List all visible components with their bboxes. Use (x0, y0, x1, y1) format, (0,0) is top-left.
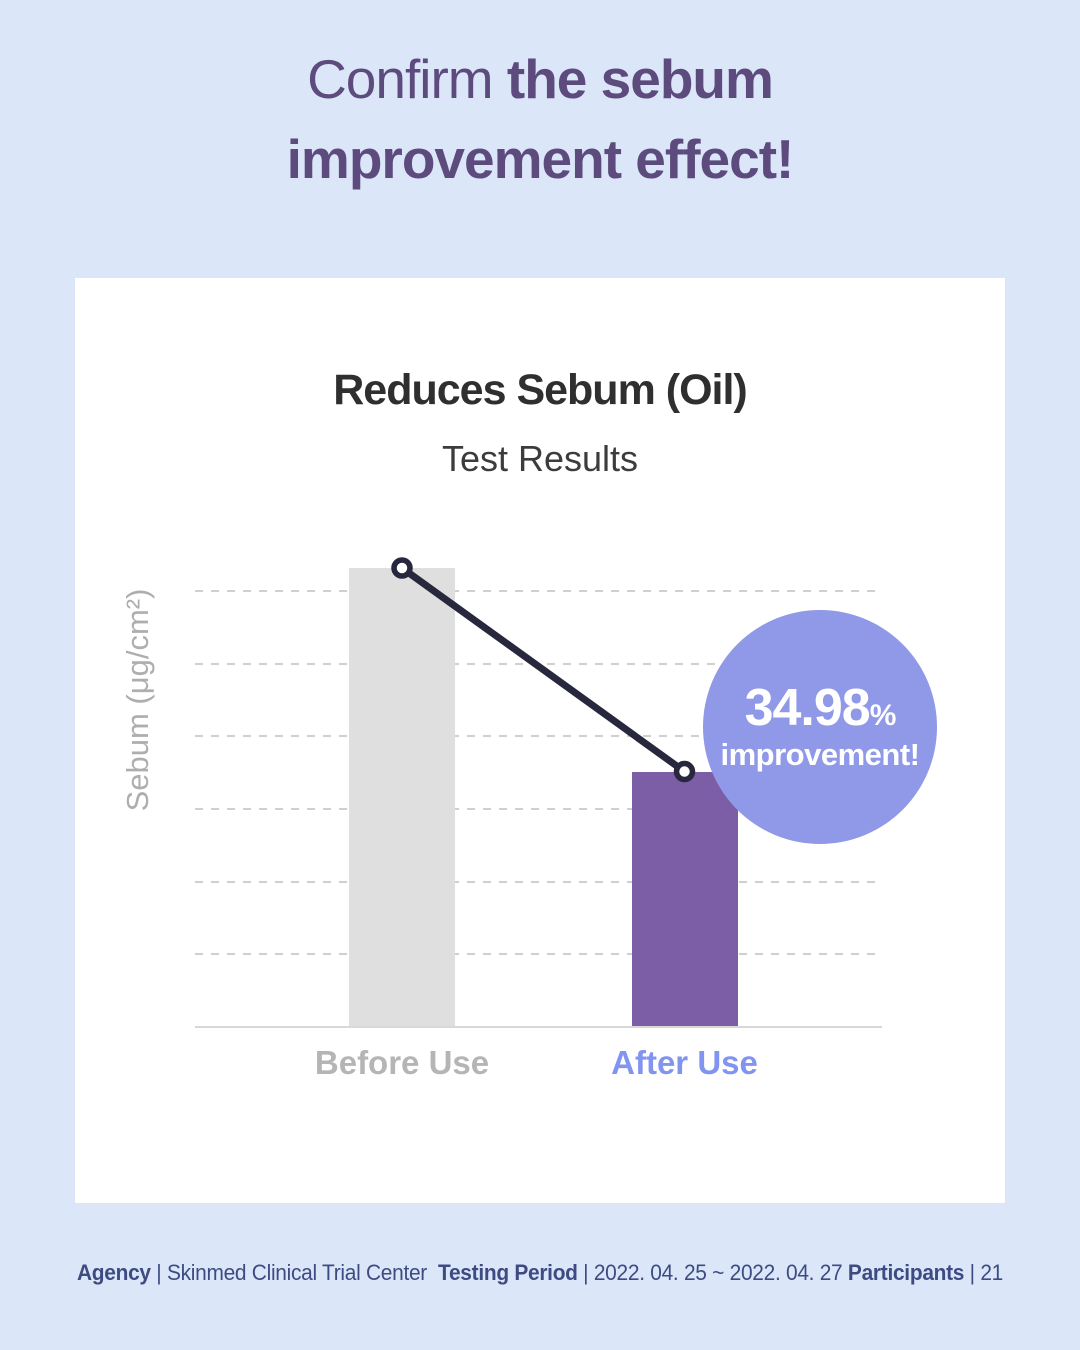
footer-agency-value: | Skinmed Clinical Trial Center (150, 1260, 427, 1285)
improvement-label: improvement! (720, 737, 920, 773)
chart-card: Reduces Sebum (Oil) Test Results Sebum (… (75, 278, 1005, 1203)
improvement-value: 34.98% (744, 678, 897, 737)
footer-agency-label: Agency (76, 1260, 151, 1285)
footer-testing-period-label: Testing Period (426, 1260, 578, 1285)
gridline (195, 589, 882, 592)
improvement-number: 34.98 (744, 678, 871, 737)
page-title-bold-part-line2: improvement effect! (286, 127, 795, 190)
footer-participants-value: | 21 (964, 1260, 1004, 1285)
x-label-after-use: After Use (611, 1044, 758, 1081)
bar-after-use (631, 771, 738, 1026)
chart-subtitle: Test Results (441, 438, 639, 479)
page-title: Confirm the sebum improvement effect! (0, 40, 1080, 200)
improvement-badge: 34.98% improvement! (703, 610, 937, 844)
footer-testing-period-value: | 2022. 04. 25 ~ 2022. 04. 27 (577, 1260, 848, 1285)
chart-title: Reduces Sebum (Oil) (333, 366, 747, 414)
percent-sign: % (869, 698, 897, 732)
footer-test-info: Agency | Skinmed Clinical Trial Center T… (27, 1260, 1053, 1286)
footer-participants-label: Participants (847, 1260, 965, 1285)
gridline (195, 953, 882, 956)
x-axis-baseline (195, 1026, 882, 1028)
x-label-before-use: Before Use (314, 1044, 490, 1081)
gridline (195, 807, 882, 810)
page-title-regular-part: Confirm (307, 48, 507, 110)
y-axis-label: Sebum (μg/cm²) (120, 588, 155, 812)
gridline (195, 880, 882, 883)
bar-before-use (349, 567, 455, 1026)
page-title-bold-part-line1: the sebum (506, 48, 774, 110)
